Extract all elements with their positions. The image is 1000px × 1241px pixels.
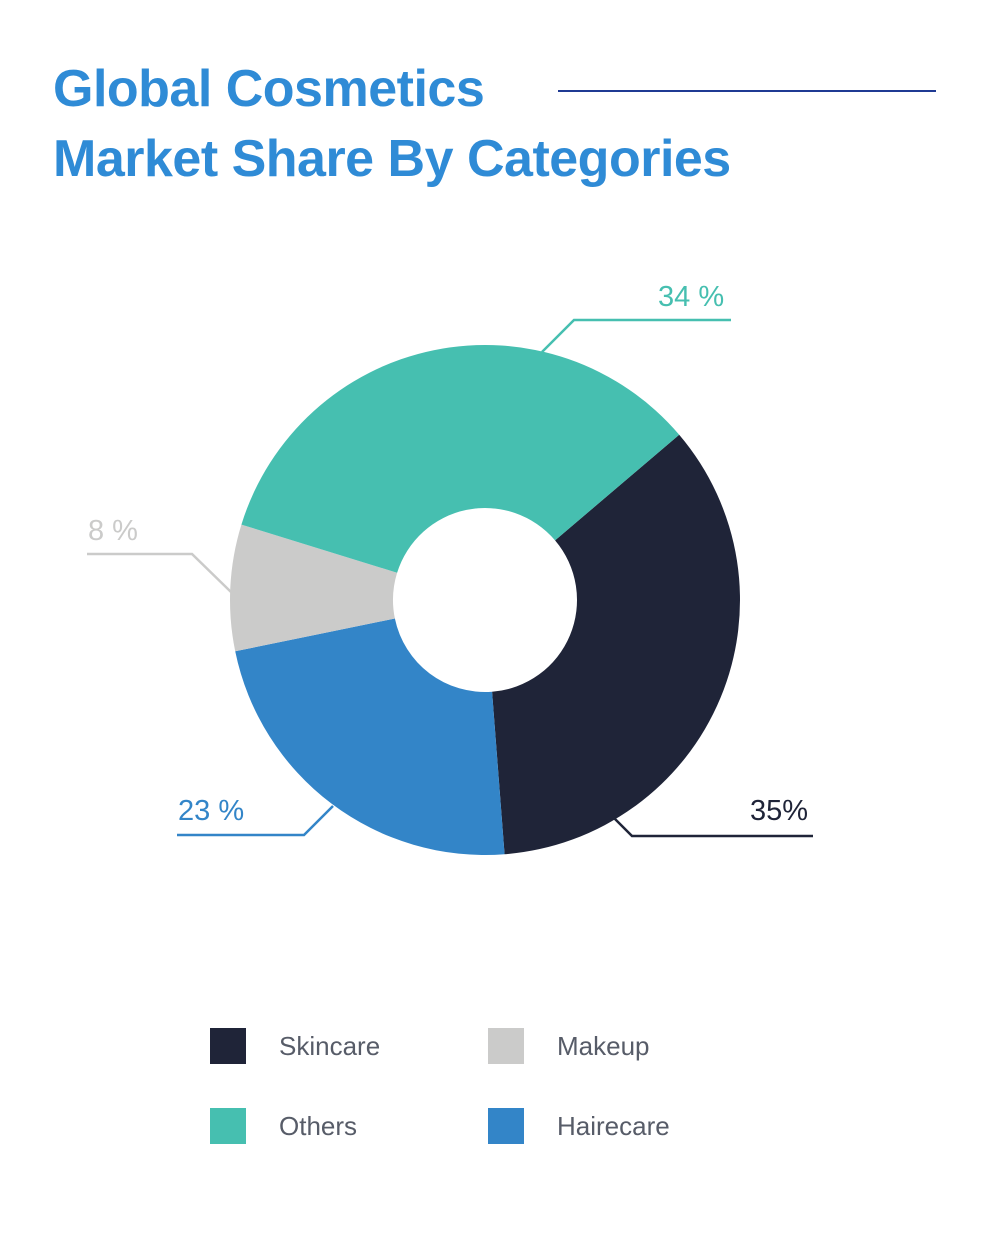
chart-title-line-2: Market Share By Categories	[53, 130, 731, 188]
legend-item-skincare: Skincare	[210, 1028, 380, 1064]
legend-swatch-skincare	[210, 1028, 246, 1064]
leader-lines	[87, 318, 813, 838]
leader-line-others	[541, 318, 731, 353]
leader-line-makeup	[87, 552, 232, 593]
legend-swatch-haircare	[488, 1108, 524, 1144]
legend-swatch-others	[210, 1108, 246, 1144]
title-divider	[558, 90, 936, 92]
legend-label-skincare: Skincare	[279, 1030, 381, 1061]
legend-item-others: Others	[210, 1108, 357, 1144]
chart-title-line-1: Global Cosmetics	[53, 60, 485, 118]
donut-slice-skincare	[492, 434, 741, 855]
legend-label-haircare: Hairecare	[557, 1110, 670, 1141]
donut-slice-makeup	[230, 524, 398, 652]
donut-chart	[87, 318, 813, 855]
label-haircare-percent: 23 %	[178, 795, 245, 827]
legend-swatch-makeup	[488, 1028, 524, 1064]
donut-slice-haircare	[235, 618, 505, 855]
legend-label-others: Others	[279, 1110, 358, 1141]
leader-line-haircare	[177, 805, 334, 837]
legend-item-makeup: Makeup	[488, 1028, 650, 1064]
chart-title: Global Cosmetics Market Share By Categor…	[53, 54, 731, 194]
leader-line-skincare	[613, 817, 813, 838]
legend-label-makeup: Makeup	[557, 1030, 650, 1061]
donut-slice-others	[241, 344, 680, 573]
label-makeup-percent: 8 %	[88, 515, 138, 547]
label-skincare-percent: 35%	[750, 795, 809, 827]
donut-slices	[230, 344, 741, 855]
legend-item-haircare: Hairecare	[488, 1108, 670, 1144]
label-others-percent: 34 %	[658, 281, 725, 313]
